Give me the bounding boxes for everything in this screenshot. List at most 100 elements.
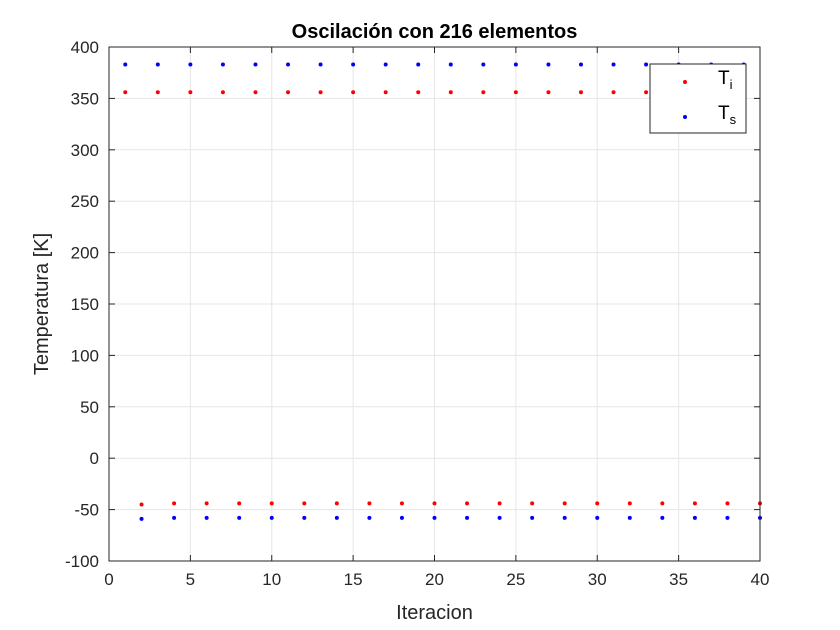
data-point	[269, 515, 274, 520]
data-point	[367, 515, 372, 520]
data-point	[302, 515, 307, 520]
x-tick-label: 25	[506, 570, 525, 589]
data-point	[725, 515, 730, 520]
y-tick-label: 400	[71, 38, 99, 57]
data-point	[546, 90, 551, 95]
data-point	[627, 501, 632, 506]
data-point	[188, 62, 193, 67]
data-point	[416, 90, 421, 95]
data-point	[416, 62, 421, 67]
legend-marker-ts	[683, 115, 687, 119]
data-point	[204, 501, 209, 506]
data-point	[562, 501, 567, 506]
data-points	[123, 62, 762, 521]
data-point	[334, 515, 339, 520]
y-tick-label: 300	[71, 141, 99, 160]
x-tick-label: 35	[669, 570, 688, 589]
x-tick-label: 0	[104, 570, 113, 589]
data-point	[367, 501, 372, 506]
x-axis-title: Iteracion	[396, 602, 473, 624]
data-point	[204, 515, 209, 520]
data-point	[269, 501, 274, 506]
data-point	[465, 501, 470, 506]
chart-title: Oscilación con 216 elementos	[292, 21, 578, 43]
data-point	[432, 515, 437, 520]
data-point	[155, 62, 160, 67]
data-point	[660, 501, 665, 506]
data-point	[139, 516, 144, 521]
data-point	[123, 90, 128, 95]
data-point	[155, 90, 160, 95]
data-point	[481, 62, 486, 67]
data-point	[578, 62, 583, 67]
data-point	[644, 62, 649, 67]
y-tick-label: 100	[71, 346, 99, 365]
x-tick-label: 20	[425, 570, 444, 589]
data-point	[172, 501, 177, 506]
x-tick-label: 30	[588, 570, 607, 589]
y-tick-label: -50	[74, 501, 99, 520]
data-point	[318, 62, 323, 67]
data-point	[220, 62, 225, 67]
y-tick-label: 50	[80, 398, 99, 417]
data-point	[627, 515, 632, 520]
data-point	[611, 90, 616, 95]
data-point	[513, 90, 518, 95]
y-axis-title: Temperatura [K]	[31, 233, 53, 375]
data-point	[644, 90, 649, 95]
data-point	[465, 515, 470, 520]
y-tick-label: 250	[71, 192, 99, 211]
data-point	[725, 501, 730, 506]
y-tick-label: 350	[71, 89, 99, 108]
x-tick-label: 40	[751, 570, 770, 589]
data-point	[253, 62, 258, 67]
data-point	[220, 90, 225, 95]
data-point	[253, 90, 258, 95]
x-tick-label: 15	[344, 570, 363, 589]
legend: Ti Ts	[649, 63, 747, 134]
legend-marker-ti	[683, 80, 687, 84]
data-point	[530, 515, 535, 520]
y-tick-label: 150	[71, 295, 99, 314]
data-point	[399, 501, 404, 506]
data-point	[139, 502, 144, 507]
data-point	[692, 515, 697, 520]
data-point	[448, 62, 453, 67]
legend-label-ti: Ti	[718, 68, 733, 92]
data-point	[172, 515, 177, 520]
tick-labels: 0 5 10 15 20 25 30 35 40 -100 -50 0 50 100 150 200 250 30…	[65, 38, 769, 589]
x-tick-label: 5	[186, 570, 195, 589]
data-point	[383, 62, 388, 67]
data-point	[595, 501, 600, 506]
data-point	[334, 501, 339, 506]
data-point	[595, 515, 600, 520]
axis-ticks	[108, 46, 761, 562]
data-point	[497, 501, 502, 506]
y-tick-label: 200	[71, 244, 99, 263]
data-point	[611, 62, 616, 67]
data-point	[237, 501, 242, 506]
data-point	[481, 90, 486, 95]
legend-box	[649, 63, 747, 134]
data-point	[188, 90, 193, 95]
data-point	[123, 62, 128, 67]
data-point	[302, 501, 307, 506]
data-point	[578, 90, 583, 95]
grid	[108, 46, 761, 562]
data-point	[286, 90, 291, 95]
data-point	[383, 90, 388, 95]
y-tick-label: -100	[65, 552, 99, 571]
data-point	[448, 90, 453, 95]
legend-label-ts: Ts	[718, 103, 737, 127]
data-point	[513, 62, 518, 67]
data-point	[562, 515, 567, 520]
data-point	[318, 90, 323, 95]
x-tick-label: 10	[262, 570, 281, 589]
y-tick-label: 0	[90, 449, 99, 468]
data-point	[286, 62, 291, 67]
data-point	[546, 62, 551, 67]
data-point	[660, 515, 665, 520]
data-point	[530, 501, 535, 506]
data-point	[237, 515, 242, 520]
